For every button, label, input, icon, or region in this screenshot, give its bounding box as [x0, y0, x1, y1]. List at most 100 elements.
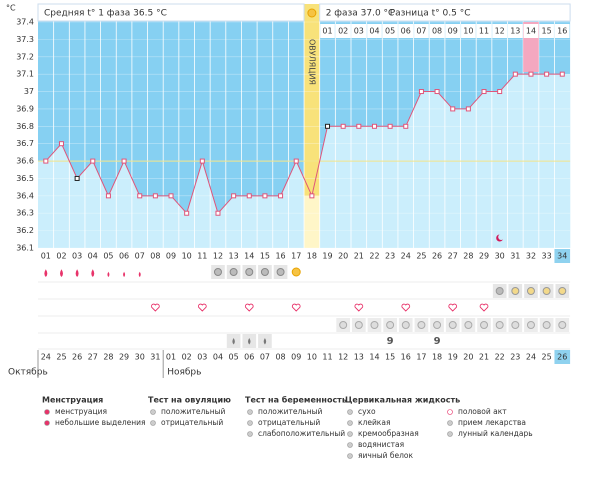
- heart-icon: [151, 303, 160, 312]
- legend-icon: [447, 409, 453, 415]
- day-number: 25: [416, 252, 426, 261]
- day-number: 20: [338, 252, 348, 261]
- y-tick-label: 36.3: [16, 209, 34, 218]
- ovulation-test-negative: [260, 268, 269, 276]
- medication-icon: [542, 321, 551, 329]
- temperature-point: [309, 193, 315, 199]
- date: 25: [542, 353, 552, 362]
- temperature-point: [199, 158, 205, 164]
- current-date: [554, 350, 571, 364]
- heart-icon: [479, 303, 489, 312]
- day-number: 14: [244, 252, 254, 261]
- legend-icon: [347, 453, 353, 459]
- day-number: 21: [354, 252, 364, 261]
- phase1-average: Средняя t° 1 фаза 36.5 °C: [44, 9, 167, 19]
- legend-item: кремообразная: [358, 429, 419, 438]
- day-number: 13: [229, 252, 239, 261]
- phase2-cell: [508, 24, 523, 38]
- y-tick-label: 36.5: [16, 174, 34, 183]
- medication-icon: [511, 321, 520, 329]
- day-number: 23: [385, 252, 395, 261]
- drop-icon: [107, 271, 110, 277]
- temperature-point: [481, 89, 487, 95]
- y-tick-label: 36.4: [16, 191, 34, 200]
- day-number: 31: [510, 252, 520, 261]
- ovulation-test-positive: [291, 267, 301, 277]
- phase2-cell: [492, 24, 507, 38]
- phase2-day: 09: [448, 27, 458, 36]
- day-number: 05: [103, 252, 113, 261]
- temperature-point: [137, 193, 143, 199]
- temperature-point: [121, 158, 127, 164]
- date: 07: [260, 353, 270, 362]
- ovulation-label: ОВУЛЯЦИЯ: [307, 39, 316, 85]
- day-number: 19: [322, 252, 332, 261]
- legend-icon: [150, 420, 156, 426]
- phase2-day: 05: [385, 27, 395, 36]
- y-tick-label: 37.3: [16, 35, 34, 44]
- day-number: 10: [182, 252, 192, 261]
- day-number: 29: [479, 252, 489, 261]
- ovulation-test-negative: [229, 268, 238, 276]
- legend-icon: [150, 409, 156, 415]
- temperature-point: [215, 210, 221, 216]
- phase2-day: 06: [401, 27, 411, 36]
- temperature-point: [231, 193, 237, 199]
- temperature-point: [559, 71, 565, 77]
- date: 09: [291, 353, 301, 362]
- phase2-day: 11: [479, 27, 489, 36]
- temperature-point: [168, 193, 174, 199]
- legend-title: Тест на овуляцию: [148, 396, 231, 405]
- legend-icon: [447, 431, 453, 437]
- date: 24: [41, 353, 51, 362]
- temperature-point: [105, 193, 111, 199]
- phase2-average: 2 фаза 37.0 °C: [326, 9, 395, 19]
- ovulation-test-negative: [245, 268, 254, 276]
- legend-icon: [347, 431, 353, 437]
- temperature-point: [43, 158, 49, 164]
- y-tick-label: 36.7: [16, 139, 34, 148]
- legend-item: половой акт: [458, 407, 507, 416]
- temperature-point: [544, 71, 550, 77]
- legend-title: Менструация: [42, 396, 103, 405]
- temperature-point: [356, 123, 362, 129]
- date: 03: [197, 353, 207, 362]
- temperature-point: [58, 141, 64, 147]
- date: 10: [307, 353, 317, 362]
- ovulation-test-negative: [213, 268, 222, 276]
- phase2-cell: [476, 24, 492, 38]
- phase2-cell: [351, 24, 367, 38]
- temperature-point: [152, 193, 158, 199]
- temperature-point: [262, 193, 268, 199]
- day-number: 08: [150, 252, 160, 261]
- phase2-day: 13: [510, 27, 520, 36]
- date: 20: [463, 353, 473, 362]
- legend-icon: [44, 420, 50, 426]
- legend-item: водянистая: [358, 440, 404, 449]
- temperature-point: [512, 71, 518, 77]
- phase2-day: 10: [463, 27, 473, 36]
- legend-icon: [247, 431, 253, 437]
- y-tick-label: 36.2: [16, 226, 34, 235]
- pregnancy-test: [526, 287, 535, 295]
- creamy-icon: 9: [434, 336, 441, 347]
- medication-icon: [386, 321, 395, 329]
- legend-item: лунный календарь: [458, 429, 533, 438]
- phase2-day: 16: [557, 27, 567, 36]
- moon-cut: [498, 234, 505, 240]
- phase2-cell: [367, 24, 382, 38]
- difference: Разница t° 0.5 °C: [390, 9, 471, 19]
- legend-icon: [247, 409, 253, 415]
- temperature-point: [450, 106, 456, 112]
- drop-icon: [91, 269, 95, 277]
- temperature-point: [325, 123, 331, 129]
- date: 24: [526, 353, 536, 362]
- medication-icon: [448, 321, 457, 329]
- temperature-point: [371, 123, 377, 129]
- legend-icon: [347, 420, 353, 426]
- temperature-point: [528, 71, 534, 77]
- day-number: 09: [166, 252, 176, 261]
- date: 17: [416, 353, 426, 362]
- day-number: 34: [557, 252, 567, 261]
